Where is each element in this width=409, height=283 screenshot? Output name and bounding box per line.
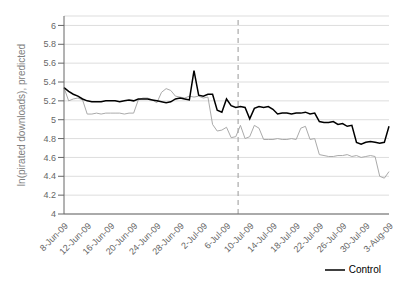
svg-text:24-Jun-09: 24-Jun-09	[127, 220, 163, 257]
svg-text:5.4: 5.4	[43, 77, 56, 87]
svg-text:2-Jul-09: 2-Jul-09	[179, 220, 210, 251]
svg-text:30-Jul-09: 30-Jul-09	[338, 220, 372, 255]
svg-text:5.6: 5.6	[43, 58, 56, 68]
svg-text:16-Jun-09: 16-Jun-09	[80, 220, 117, 257]
svg-text:4.2: 4.2	[43, 190, 56, 200]
svg-text:26-Jul-09: 26-Jul-09	[314, 220, 349, 255]
svg-text:4: 4	[51, 209, 56, 219]
svg-text:12-Jun-09: 12-Jun-09	[57, 220, 94, 257]
svg-text:5.2: 5.2	[43, 96, 56, 106]
svg-text:4.4: 4.4	[43, 171, 56, 181]
svg-text:3-Aug-09: 3-Aug-09	[362, 221, 395, 254]
svg-text:4.8: 4.8	[43, 134, 56, 144]
svg-text:5: 5	[51, 115, 56, 125]
svg-text:5.8: 5.8	[43, 39, 56, 49]
html-text:Control: Control	[348, 264, 381, 275]
svg-text:6-Jul-09: 6-Jul-09	[202, 220, 233, 251]
svg-text:22-Jul-09: 22-Jul-09	[291, 220, 326, 255]
svg-text:6: 6	[51, 21, 56, 31]
svg-text:8-Jun-09: 8-Jun-09	[37, 220, 70, 254]
svg-text:18-Jul-09: 18-Jul-09	[268, 220, 303, 255]
svg-text:28-Jun-09: 28-Jun-09	[150, 221, 186, 257]
svg-text:20-Jun-09: 20-Jun-09	[103, 220, 140, 257]
svg-text:4.6: 4.6	[43, 153, 56, 163]
svg-text:ln(pirated downloads), predict: ln(pirated downloads), predicted	[16, 44, 27, 186]
svg-text:10-Jul-09: 10-Jul-09	[222, 220, 256, 255]
svg-text:14-Jul-09: 14-Jul-09	[245, 220, 279, 255]
